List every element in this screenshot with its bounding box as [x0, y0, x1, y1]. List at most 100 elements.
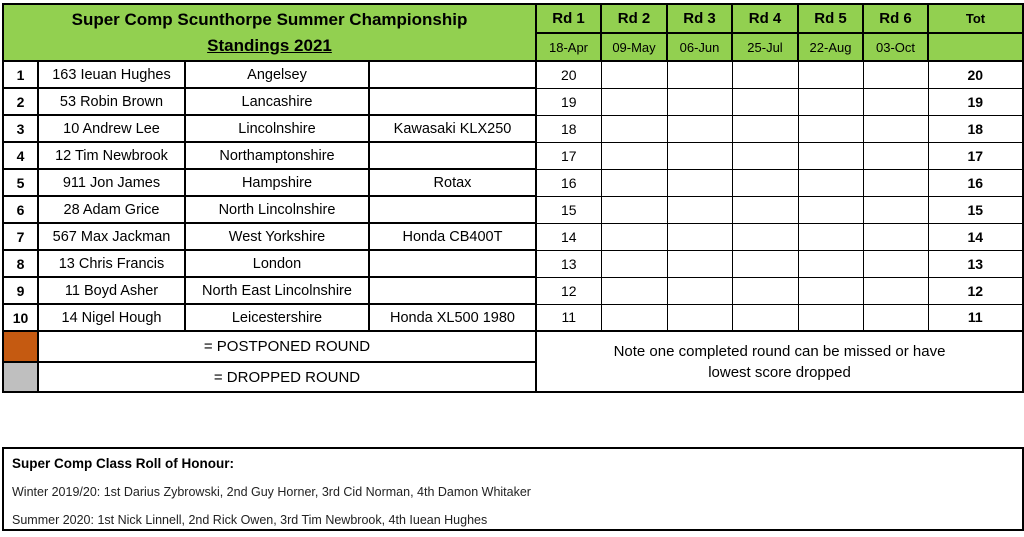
- header-row: Super Comp Scunthorpe Summer Championshi…: [2, 3, 1024, 62]
- round-score-cell: [797, 114, 864, 143]
- round-1-date: 18-Apr: [535, 32, 602, 62]
- round-score-cell: [600, 276, 668, 305]
- total-cell: 12: [927, 276, 1024, 305]
- round-score-cell: 17: [535, 141, 602, 170]
- note-line-1: Note one completed round can be missed o…: [613, 342, 946, 360]
- bike-cell: [368, 87, 537, 116]
- title-line-1: Super Comp Scunthorpe Summer Championshi…: [71, 10, 468, 29]
- rider-cell: 163 Ieuan Hughes: [37, 60, 186, 89]
- round-score-cell: [666, 222, 733, 251]
- total-cell: 13: [927, 249, 1024, 278]
- roll-of-honour-winter-line: Winter 2019/20: 1st Darius Zybrowski, 2n…: [12, 485, 531, 499]
- roll-of-honour-box: Super Comp Class Roll of Honour: Winter …: [2, 447, 1024, 531]
- note-line-2: lowest score dropped: [708, 363, 851, 381]
- standings-body: 1 163 Ieuan Hughes Angelsey 20 20 2 53 R…: [2, 60, 1024, 332]
- round-score-cell: [731, 195, 799, 224]
- bike-cell: Honda XL500 1980: [368, 303, 537, 332]
- total-cell: 20: [927, 60, 1024, 89]
- round-score-cell: [666, 249, 733, 278]
- table-row: 3 10 Andrew Lee Lincolnshire Kawasaki KL…: [2, 114, 1024, 143]
- roll-of-honour-summer-line: Summer 2020: 1st Nick Linnell, 2nd Rick …: [12, 513, 488, 527]
- rider-cell: 13 Chris Francis: [37, 249, 186, 278]
- postponed-color-swatch: [2, 330, 39, 363]
- round-3-date: 06-Jun: [666, 32, 733, 62]
- legend-row-postponed: = POSTPONED ROUND Note one completed rou…: [2, 330, 1024, 393]
- round-5-header: Rd 5: [797, 3, 864, 34]
- round-2-header: Rd 2: [600, 3, 668, 34]
- legend-row-dropped: = DROPPED ROUND: [2, 361, 1023, 393]
- round-score-cell: [862, 276, 929, 305]
- postponed-legend-label: = POSTPONED ROUND: [37, 330, 537, 363]
- total-cell: 15: [927, 195, 1024, 224]
- table-row: 10 14 Nigel Hough Leicestershire Honda X…: [2, 303, 1024, 332]
- round-5-date: 22-Aug: [797, 32, 864, 62]
- total-cell: 19: [927, 87, 1024, 116]
- round-score-cell: [666, 87, 733, 116]
- round-score-cell: [797, 141, 864, 170]
- round-score-cell: 11: [535, 303, 602, 332]
- dropped-legend-label: = DROPPED ROUND: [37, 361, 537, 393]
- position-cell: 5: [2, 168, 39, 197]
- round-score-cell: [731, 168, 799, 197]
- rider-cell: 53 Robin Brown: [37, 87, 186, 116]
- rider-cell: 14 Nigel Hough: [37, 303, 186, 332]
- round-score-cell: [797, 222, 864, 251]
- round-score-cell: [731, 141, 799, 170]
- rider-cell: 10 Andrew Lee: [37, 114, 186, 143]
- position-cell: 9: [2, 276, 39, 305]
- round-score-cell: [600, 87, 668, 116]
- bike-cell: Honda CB400T: [368, 222, 537, 251]
- position-cell: 3: [2, 114, 39, 143]
- round-score-cell: [862, 168, 929, 197]
- table-row: 8 13 Chris Francis London 13 13: [2, 249, 1024, 278]
- round-score-cell: [797, 87, 864, 116]
- bike-cell: Kawasaki KLX250: [368, 114, 537, 143]
- total-cell: 18: [927, 114, 1024, 143]
- dropped-color-swatch: [2, 361, 39, 393]
- round-score-cell: 20: [535, 60, 602, 89]
- table-row: 7 567 Max Jackman West Yorkshire Honda C…: [2, 222, 1024, 251]
- rider-cell: 12 Tim Newbrook: [37, 141, 186, 170]
- round-score-cell: 15: [535, 195, 602, 224]
- round-score-cell: [797, 60, 864, 89]
- table-row: 4 12 Tim Newbrook Northamptonshire 17 17: [2, 141, 1024, 170]
- round-score-cell: [797, 168, 864, 197]
- round-score-cell: [731, 303, 799, 332]
- table-row: 1 163 Ieuan Hughes Angelsey 20 20: [2, 60, 1024, 89]
- round-score-cell: 14: [535, 222, 602, 251]
- round-score-cell: [797, 195, 864, 224]
- round-score-cell: [600, 60, 668, 89]
- note-cell: Note one completed round can be missed o…: [535, 330, 1024, 393]
- round-score-cell: [797, 276, 864, 305]
- county-cell: Northamptonshire: [184, 141, 370, 170]
- round-score-cell: [666, 303, 733, 332]
- round-score-cell: [600, 114, 668, 143]
- bike-cell: [368, 141, 537, 170]
- rider-cell: 911 Jon James: [37, 168, 186, 197]
- table-row: 9 11 Boyd Asher North East Lincolnshire …: [2, 276, 1024, 305]
- total-cell: 11: [927, 303, 1024, 332]
- table-title: Super Comp Scunthorpe Summer Championshi…: [2, 3, 537, 62]
- bike-cell: [368, 249, 537, 278]
- position-cell: 4: [2, 141, 39, 170]
- round-score-cell: [862, 303, 929, 332]
- county-cell: North East Lincolnshire: [184, 276, 370, 305]
- round-score-cell: [862, 87, 929, 116]
- round-score-cell: [666, 114, 733, 143]
- round-score-cell: [666, 168, 733, 197]
- round-score-cell: [600, 249, 668, 278]
- rider-cell: 567 Max Jackman: [37, 222, 186, 251]
- county-cell: Angelsey: [184, 60, 370, 89]
- bike-cell: [368, 60, 537, 89]
- county-cell: Leicestershire: [184, 303, 370, 332]
- round-score-cell: [797, 303, 864, 332]
- table-row: 5 911 Jon James Hampshire Rotax 16 16: [2, 168, 1024, 197]
- round-score-cell: [666, 195, 733, 224]
- round-score-cell: [600, 141, 668, 170]
- total-header: Tot: [927, 3, 1024, 34]
- standings-table: Super Comp Scunthorpe Summer Championshi…: [2, 3, 1024, 393]
- round-score-cell: [862, 141, 929, 170]
- county-cell: Hampshire: [184, 168, 370, 197]
- position-cell: 7: [2, 222, 39, 251]
